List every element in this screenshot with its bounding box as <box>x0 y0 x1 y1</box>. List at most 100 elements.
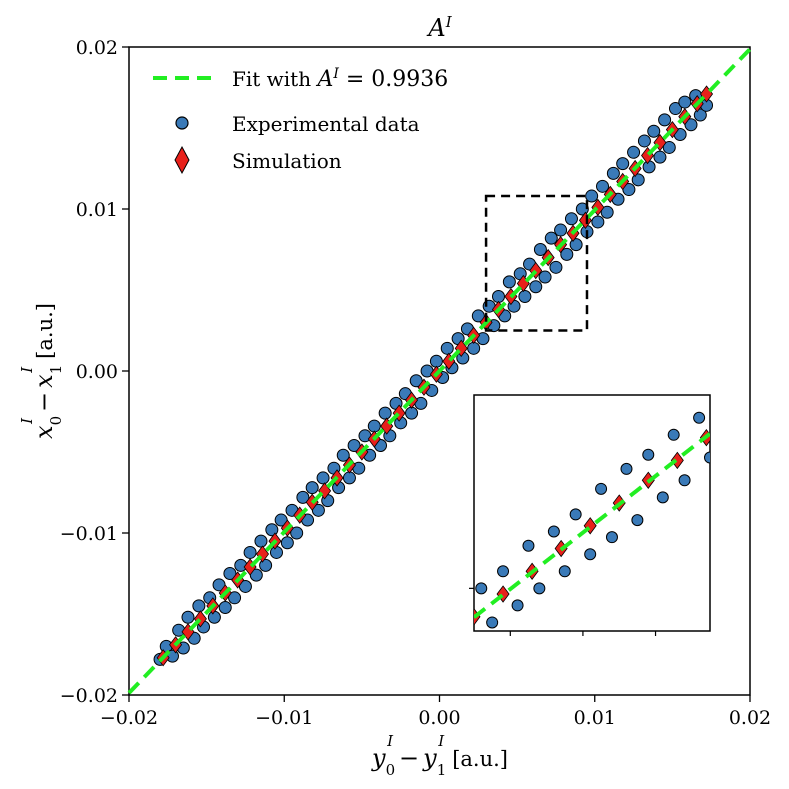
inset-experimental-point <box>656 491 669 504</box>
experimental-point <box>378 406 392 420</box>
experimental-point <box>305 481 319 495</box>
experimental-point <box>653 150 667 164</box>
experimental-point <box>207 610 221 624</box>
experimental-point <box>502 275 516 289</box>
experimental-point <box>585 189 599 203</box>
experimental-point <box>316 471 330 485</box>
legend-fit-label: Fit with AI = 0.9936 <box>232 66 448 92</box>
chart-title-main: A <box>426 14 445 42</box>
fit-line <box>127 47 752 695</box>
experimental-point <box>529 280 543 294</box>
experimental-point <box>471 309 485 323</box>
x-axis-label-main-1: y <box>422 744 437 772</box>
inset-simulation-point <box>670 451 684 470</box>
axis-ticks: −0.02 −0.01 0.00 0.01 0.02 −0.02 −0.01 0.00 0.01… <box>60 37 771 729</box>
experimental-point <box>627 145 641 159</box>
y-tick-label: −0.01 <box>60 523 118 545</box>
inset-experimental-point <box>558 565 571 578</box>
experimental-point <box>554 223 568 237</box>
inset-experimental-point <box>475 582 488 595</box>
experimental-point <box>467 341 481 355</box>
inset-experimental-point <box>642 448 655 461</box>
inset-group <box>469 394 711 636</box>
zoom-box-group <box>484 194 589 332</box>
inset-experimental-point <box>584 548 597 561</box>
y-tick-label: 0.00 <box>76 361 118 383</box>
inset-experimental-point <box>605 531 618 544</box>
x-tick-label: −0.01 <box>255 707 313 729</box>
legend: Fit with AI = 0.9936 Experimental data S… <box>153 66 448 175</box>
legend-fit-math: A <box>315 67 333 92</box>
y-tick-label: 0.02 <box>76 37 118 59</box>
x-axis-label-minus: − <box>399 744 419 772</box>
inset-experimental-point <box>486 616 499 629</box>
y-tick-label: −0.02 <box>60 685 118 707</box>
x-axis-label-sup-0: I <box>386 732 394 750</box>
legend-experimental-label: Experimental data <box>232 112 420 136</box>
experimental-point <box>538 270 552 284</box>
x-axis-label-main-0: y <box>371 744 386 772</box>
y-axis-label-unit: [a.u.] <box>33 303 57 359</box>
experimental-point <box>678 95 692 109</box>
experimental-point <box>560 247 574 261</box>
experimental-point <box>637 134 651 148</box>
experimental-point <box>564 212 578 226</box>
experimental-point <box>533 243 547 256</box>
experimental-point <box>243 545 257 559</box>
inset-experimental-point <box>631 514 644 527</box>
experimental-point <box>606 166 620 180</box>
experimental-point <box>367 419 381 433</box>
y-tick-label: 0.01 <box>76 199 118 221</box>
inset-experimental-point <box>533 582 546 595</box>
experimental-point <box>591 215 605 229</box>
experimental-point <box>491 289 505 303</box>
experimental-point <box>642 160 656 174</box>
experimental-point <box>658 113 672 127</box>
experimental-point <box>429 354 443 368</box>
experimental-point <box>440 341 454 355</box>
experimental-point <box>668 102 682 116</box>
y-axis-label-sub-1: 1 <box>47 365 65 375</box>
inset-experimental-point <box>620 462 633 475</box>
experimental-point <box>336 448 350 462</box>
experimental-point <box>662 140 676 154</box>
y-axis-label-minus: − <box>30 392 58 412</box>
inset-experimental-point <box>547 525 560 538</box>
experimental-point <box>596 179 610 193</box>
x-tick-label: 0.01 <box>574 707 616 729</box>
legend-fit-sup: I <box>332 66 339 82</box>
y-axis-label-sup-0: I <box>18 417 36 425</box>
experimental-point <box>223 567 237 580</box>
experimental-point <box>409 374 423 388</box>
y-axis-label-sub-0: 0 <box>47 416 65 426</box>
x-axis-label: y0I− y1I[a.u.] <box>371 732 508 779</box>
y-axis-label-sup-1: I <box>18 366 36 374</box>
inset-experimental-point <box>678 474 691 487</box>
experimental-point <box>181 610 195 624</box>
experimental-point <box>290 526 304 540</box>
legend-fit-prefix: Fit with <box>232 67 317 91</box>
x-tick-label: 0.02 <box>729 707 771 729</box>
y-axis-label-main-1: x <box>30 374 58 388</box>
inset-experimental-point <box>704 451 710 464</box>
experimental-point <box>192 599 206 613</box>
x-axis-label-sub-0: 0 <box>386 761 396 779</box>
experimental-point <box>228 591 242 605</box>
experimental-point <box>238 579 252 593</box>
fit-line-group <box>127 47 752 695</box>
x-tick-label: −0.02 <box>100 707 158 729</box>
inset-experimental-point <box>497 565 510 578</box>
legend-fit-suffix: = 0.9936 <box>339 67 448 92</box>
chart-title-sup: I <box>445 13 453 31</box>
legend-simulation-marker <box>174 145 190 175</box>
experimental-point <box>296 490 310 504</box>
experimental-point <box>405 406 419 420</box>
inset-experimental-point <box>667 428 680 441</box>
inset-experimental-point <box>569 508 582 521</box>
experimental-point <box>269 545 283 559</box>
legend-experimental-marker <box>175 116 189 130</box>
inset-experimental-point <box>693 411 706 424</box>
experimental-point <box>616 157 630 171</box>
experimental-point <box>647 124 661 138</box>
